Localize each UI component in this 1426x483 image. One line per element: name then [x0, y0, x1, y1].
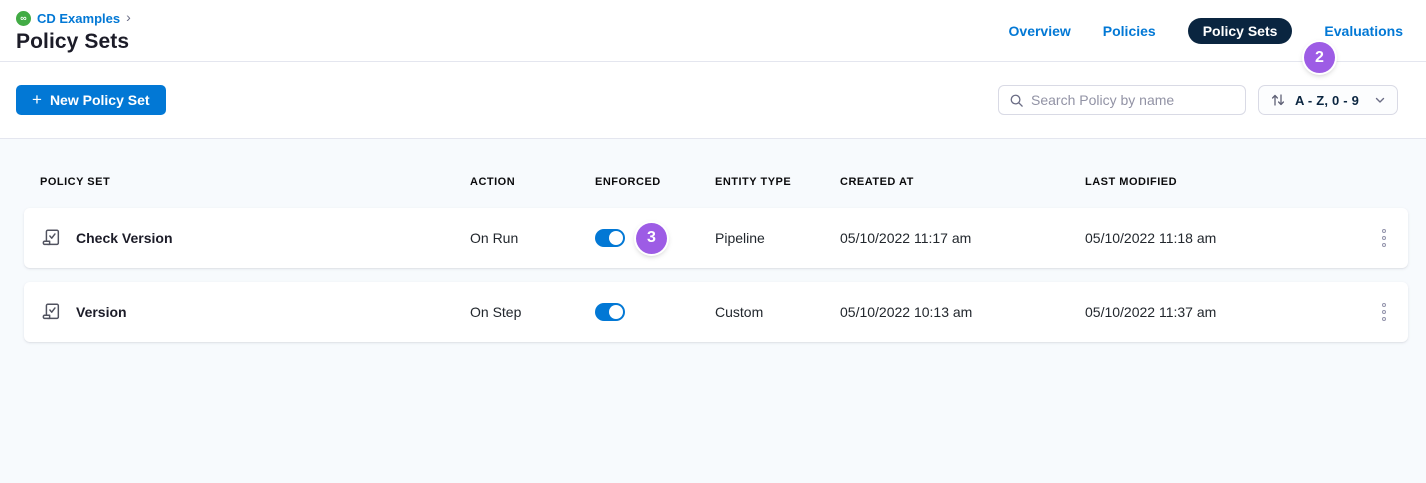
policy-set-name: Check Version — [76, 230, 173, 246]
search-box[interactable] — [998, 85, 1246, 115]
policy-set-icon — [40, 301, 62, 323]
sort-label: A - Z, 0 - 9 — [1295, 92, 1360, 108]
annotation-badge-3: 3 — [636, 222, 667, 254]
column-header-entity-type: Entity Type — [715, 176, 792, 188]
table-header-row: Policy Set Action Enforced Entity Type C… — [24, 175, 1408, 189]
plus-icon: + — [32, 89, 42, 109]
tab-policies[interactable]: Policies — [1102, 22, 1156, 39]
entity-type-value: Pipeline — [715, 230, 765, 246]
tab-policy-sets[interactable]: Policy Sets — [1187, 17, 1293, 44]
tab-evaluations[interactable]: Evaluations — [1324, 22, 1403, 39]
cd-module-icon: ∞ — [16, 10, 31, 26]
enforced-toggle[interactable] — [595, 303, 625, 321]
column-header-created-at: Created At — [840, 176, 914, 188]
chevron-right-icon: › — [126, 9, 131, 25]
tab-overview[interactable]: Overview — [1008, 22, 1071, 39]
action-value: On Run — [470, 230, 519, 246]
chevron-down-icon — [1374, 94, 1386, 106]
breadcrumb: ∞ CD Examples › — [16, 9, 1426, 27]
column-header-action: Action — [470, 176, 516, 188]
table-row[interactable]: Check Version On Run 3 Pipeline 05/10/20… — [24, 208, 1408, 268]
page-header: ∞ CD Examples › Policy Sets Overview Pol… — [0, 0, 1426, 62]
table-row[interactable]: Version On Step Custom 05/10/2022 10:13 … — [24, 282, 1408, 342]
sort-arrows-icon — [1270, 92, 1286, 108]
annotation-badge-2: 2 — [1304, 42, 1335, 73]
column-header-last-modified: Last Modified — [1085, 176, 1178, 188]
policy-set-name: Version — [76, 304, 127, 320]
tab-bar: Overview Policies Policy Sets Evaluation… — [1009, 17, 1403, 44]
column-header-policy-set: Policy Set — [40, 176, 111, 188]
row-menu-kebab-icon[interactable] — [1376, 223, 1392, 253]
toolbar: + New Policy Set A - Z, 0 - 9 — [0, 62, 1426, 139]
policy-set-list: Policy Set Action Enforced Entity Type C… — [0, 139, 1426, 483]
entity-type-value: Custom — [715, 304, 764, 320]
search-input[interactable] — [1031, 92, 1235, 108]
new-policy-set-label: New Policy Set — [49, 92, 150, 108]
breadcrumb-link-cd-examples[interactable]: CD Examples — [37, 10, 121, 26]
enforced-toggle[interactable] — [595, 229, 625, 247]
sort-dropdown[interactable]: A - Z, 0 - 9 — [1258, 85, 1398, 115]
row-menu-kebab-icon[interactable] — [1376, 297, 1392, 327]
search-icon — [1009, 93, 1024, 108]
policy-set-icon — [40, 227, 62, 249]
new-policy-set-button[interactable]: + New Policy Set — [16, 85, 166, 115]
created-at-value: 05/10/2022 11:17 am — [840, 230, 972, 246]
action-value: On Step — [470, 304, 522, 320]
last-modified-value: 05/10/2022 11:37 am — [1085, 304, 1217, 320]
last-modified-value: 05/10/2022 11:18 am — [1085, 230, 1217, 246]
page-title: Policy Sets — [16, 30, 130, 53]
column-header-enforced: Enforced — [595, 176, 661, 188]
created-at-value: 05/10/2022 10:13 am — [840, 304, 973, 320]
toolbar-right: A - Z, 0 - 9 — [998, 85, 1398, 115]
